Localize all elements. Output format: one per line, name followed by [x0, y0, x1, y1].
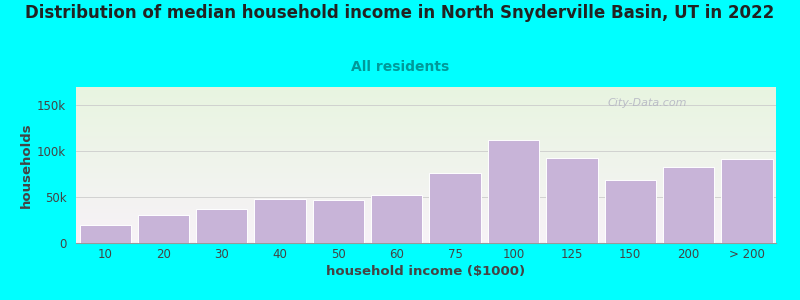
Text: Distribution of median household income in North Snyderville Basin, UT in 2022: Distribution of median household income …: [26, 4, 774, 22]
X-axis label: household income ($1000): household income ($1000): [326, 265, 526, 278]
Bar: [196, 209, 247, 243]
Bar: [546, 158, 598, 243]
Bar: [663, 167, 714, 243]
Text: City-Data.com: City-Data.com: [608, 98, 687, 108]
Bar: [721, 159, 773, 243]
Bar: [430, 173, 481, 243]
Bar: [79, 225, 131, 243]
Y-axis label: households: households: [20, 122, 33, 208]
Bar: [488, 140, 539, 243]
Text: All residents: All residents: [351, 60, 449, 74]
Bar: [313, 200, 364, 243]
Bar: [605, 180, 656, 243]
Bar: [138, 215, 189, 243]
Bar: [371, 195, 422, 243]
Bar: [254, 199, 306, 243]
